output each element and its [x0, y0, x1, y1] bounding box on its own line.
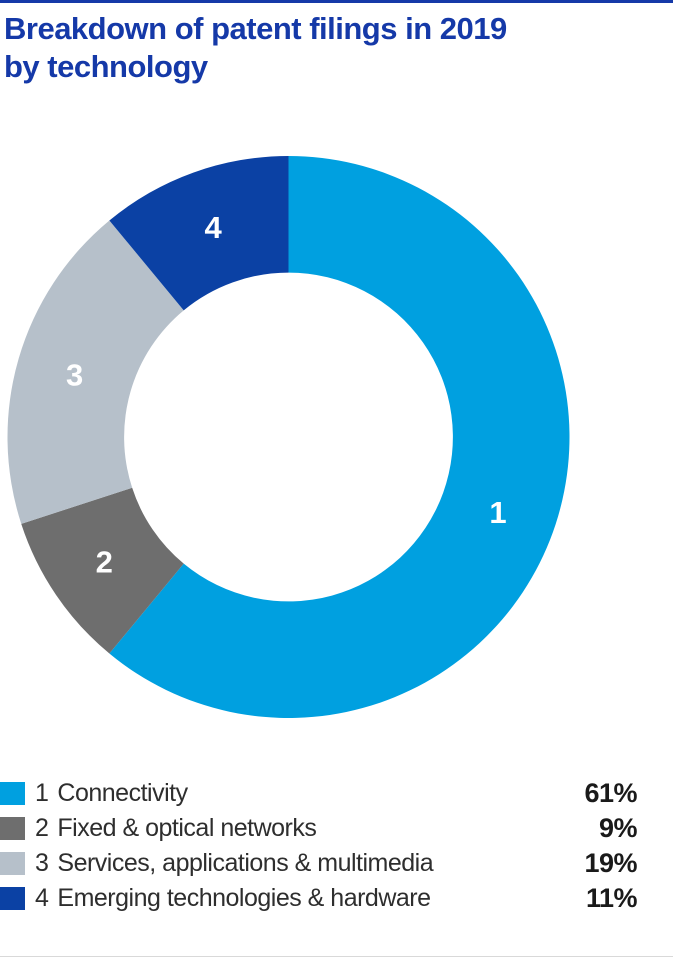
donut-segment-3	[7, 220, 184, 524]
donut-svg: 1 2 3 4	[7, 156, 570, 718]
legend-percent: 19%	[584, 848, 637, 878]
legend-percent: 9%	[598, 813, 638, 843]
donut-segment-number-1: 1	[489, 495, 506, 530]
chart-legend: 1 Connectivity 61% 2 Fixed & optical net…	[0, 776, 638, 916]
donut-segment-number-3: 3	[66, 357, 83, 392]
legend-index: 4	[35, 884, 49, 912]
legend-swatch	[0, 817, 25, 840]
legend-item: 1 Connectivity 61%	[0, 776, 637, 811]
legend-index: 3	[35, 849, 49, 877]
page-title-line-1: Breakdown of patent filings in 2019	[4, 11, 507, 46]
legend-swatch	[0, 782, 25, 805]
legend-percent: 61%	[584, 778, 637, 808]
legend-swatch	[0, 852, 25, 875]
legend-index: 2	[35, 814, 49, 842]
legend-item: 4 Emerging technologies & hardware 11%	[0, 881, 638, 916]
legend-index: 1	[35, 779, 49, 807]
legend-label: Emerging technologies & hardware	[57, 884, 431, 912]
donut-segment-1	[109, 156, 570, 718]
donut-segment-4	[109, 156, 289, 311]
legend-percent: 11%	[585, 883, 638, 913]
legend-item: 2 Fixed & optical networks 9%	[0, 811, 638, 846]
legend-label: Connectivity	[57, 779, 188, 807]
donut-segment-2	[21, 487, 184, 654]
legend-label: Fixed & optical networks	[57, 814, 317, 842]
top-accent-rule	[0, 0, 673, 3]
legend-label: Services, applications & multimedia	[57, 849, 434, 877]
donut-segment-number-4: 4	[204, 210, 222, 245]
page-title: Breakdown of patent filings in 2019 by t…	[4, 10, 507, 86]
donut-chart: 1 2 3 4	[0, 148, 673, 768]
legend-item: 3 Services, applications & multimedia 19…	[0, 846, 637, 881]
legend-swatch	[0, 887, 25, 910]
donut-segment-number-2: 2	[96, 545, 113, 580]
page-title-line-2: by technology	[4, 49, 208, 84]
